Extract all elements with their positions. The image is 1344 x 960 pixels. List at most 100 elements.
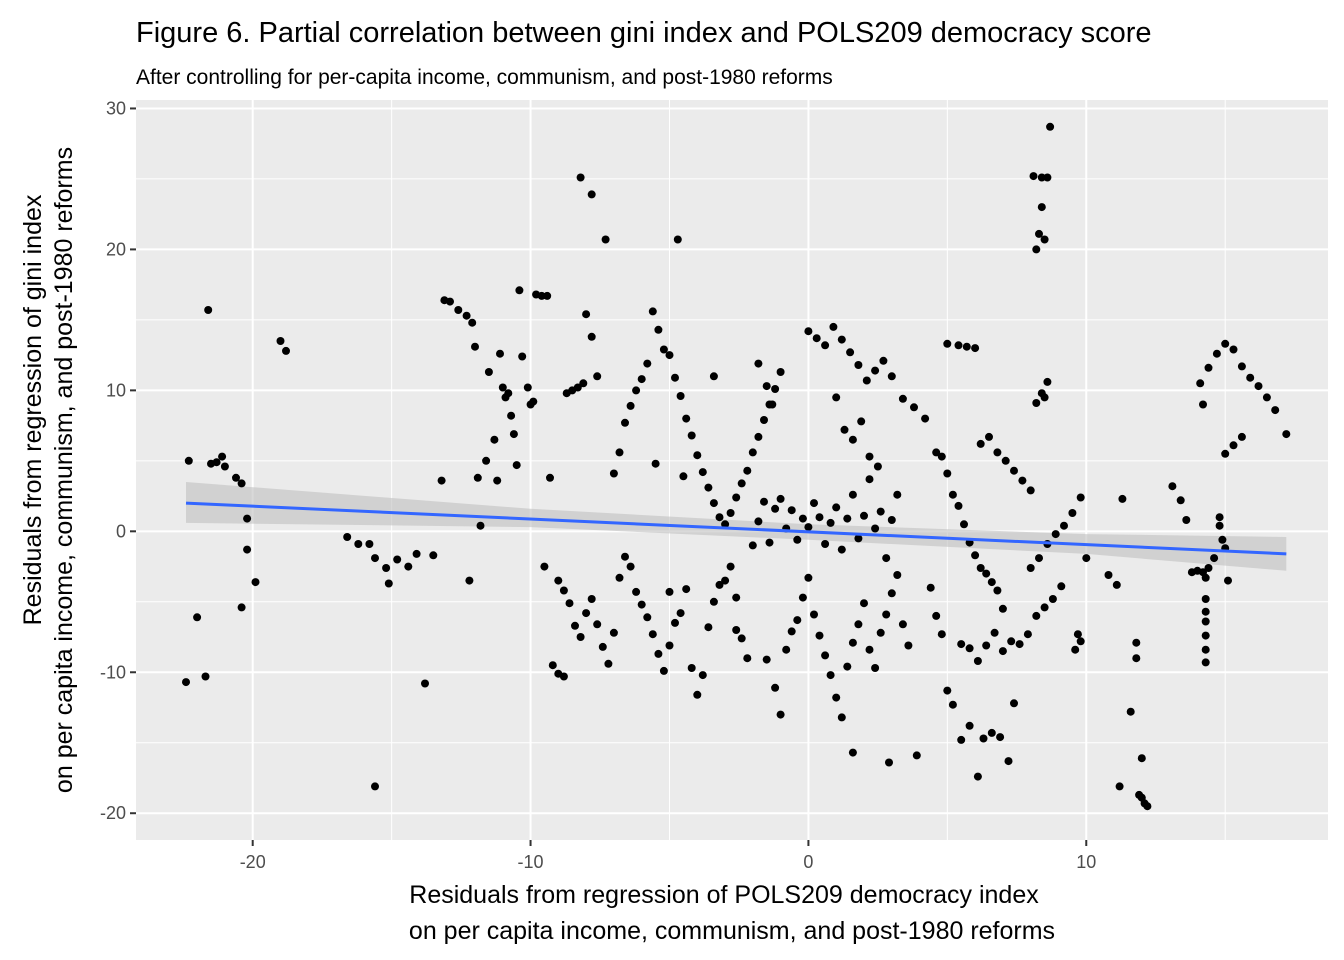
data-point — [860, 599, 868, 608]
x-tick-label: -20 — [240, 852, 266, 872]
data-point — [898, 394, 907, 403]
data-point — [843, 662, 852, 671]
data-point — [876, 507, 885, 516]
data-point — [282, 346, 290, 355]
data-point — [937, 630, 946, 639]
data-point — [1201, 595, 1210, 603]
data-point — [810, 499, 818, 508]
chart-subtitle: After controlling for per-capita income,… — [136, 66, 833, 89]
data-point — [829, 322, 838, 331]
data-point — [498, 383, 507, 392]
data-point — [771, 683, 780, 692]
data-point — [1023, 630, 1032, 639]
data-point — [1201, 645, 1210, 654]
data-point — [493, 476, 502, 485]
data-point — [507, 411, 516, 420]
data-point — [429, 551, 438, 560]
data-point — [693, 451, 702, 460]
data-point — [193, 613, 202, 622]
data-point — [876, 628, 885, 637]
data-point — [1026, 486, 1035, 495]
data-point — [771, 385, 780, 393]
data-point — [1215, 513, 1224, 522]
data-point — [476, 521, 485, 530]
confidence-band-layer — [186, 482, 1287, 571]
data-point — [1001, 456, 1010, 465]
data-point — [1035, 554, 1043, 563]
data-point — [632, 587, 641, 596]
data-point — [496, 349, 504, 358]
data-point — [1082, 554, 1091, 563]
data-point — [743, 654, 752, 663]
data-point — [862, 376, 871, 385]
data-point — [848, 638, 857, 647]
data-point — [643, 359, 652, 368]
data-point — [587, 332, 596, 341]
data-point — [826, 518, 835, 527]
data-point — [1282, 430, 1291, 439]
data-point — [1040, 235, 1049, 244]
data-point — [865, 452, 874, 461]
data-point — [1037, 203, 1046, 212]
points-layer — [182, 122, 1291, 811]
x-axis: -20 -10 0 10 — [240, 840, 1096, 872]
data-point — [879, 356, 888, 365]
data-point — [921, 414, 930, 423]
data-point — [726, 509, 735, 517]
data-point — [679, 472, 688, 481]
data-point — [848, 435, 857, 444]
data-point — [898, 620, 907, 629]
data-point — [821, 651, 830, 660]
data-point — [815, 631, 824, 640]
data-point — [354, 540, 363, 548]
data-point — [910, 403, 918, 412]
data-point — [857, 417, 866, 426]
data-point — [854, 620, 863, 629]
data-point — [648, 307, 657, 316]
data-point — [1035, 229, 1043, 238]
data-point — [523, 383, 532, 392]
data-point — [937, 452, 946, 461]
data-point — [529, 397, 538, 406]
data-point — [587, 190, 596, 199]
data-point — [798, 514, 807, 523]
data-point — [882, 554, 891, 563]
data-point — [579, 379, 588, 388]
data-point — [943, 686, 952, 695]
data-point — [832, 503, 841, 512]
data-point — [582, 609, 591, 618]
data-point — [343, 533, 352, 541]
data-point — [482, 456, 491, 465]
data-point — [659, 666, 668, 675]
data-point — [787, 627, 796, 636]
data-point — [957, 640, 966, 649]
data-point — [384, 579, 393, 588]
data-point — [871, 524, 880, 533]
data-point — [1201, 631, 1210, 640]
data-point — [837, 545, 846, 554]
data-point — [184, 456, 193, 465]
data-point — [971, 551, 980, 560]
data-point — [721, 520, 730, 529]
data-point — [957, 735, 966, 744]
data-point — [771, 504, 780, 513]
data-point — [782, 645, 791, 654]
data-point — [762, 655, 771, 664]
data-point — [573, 383, 582, 392]
data-point — [709, 372, 718, 381]
data-point — [1007, 637, 1016, 646]
data-point — [682, 414, 691, 423]
data-point — [1051, 530, 1060, 539]
data-point — [996, 733, 1005, 742]
data-point — [365, 540, 374, 548]
data-point — [404, 562, 413, 571]
data-point — [1010, 699, 1018, 708]
data-point — [1060, 521, 1068, 530]
data-point — [793, 616, 802, 625]
data-point — [1068, 509, 1077, 517]
data-point — [1126, 707, 1135, 716]
data-point — [1104, 571, 1113, 579]
data-point — [1026, 564, 1035, 572]
data-point — [665, 587, 674, 596]
x-tick-label: 10 — [1076, 852, 1096, 872]
